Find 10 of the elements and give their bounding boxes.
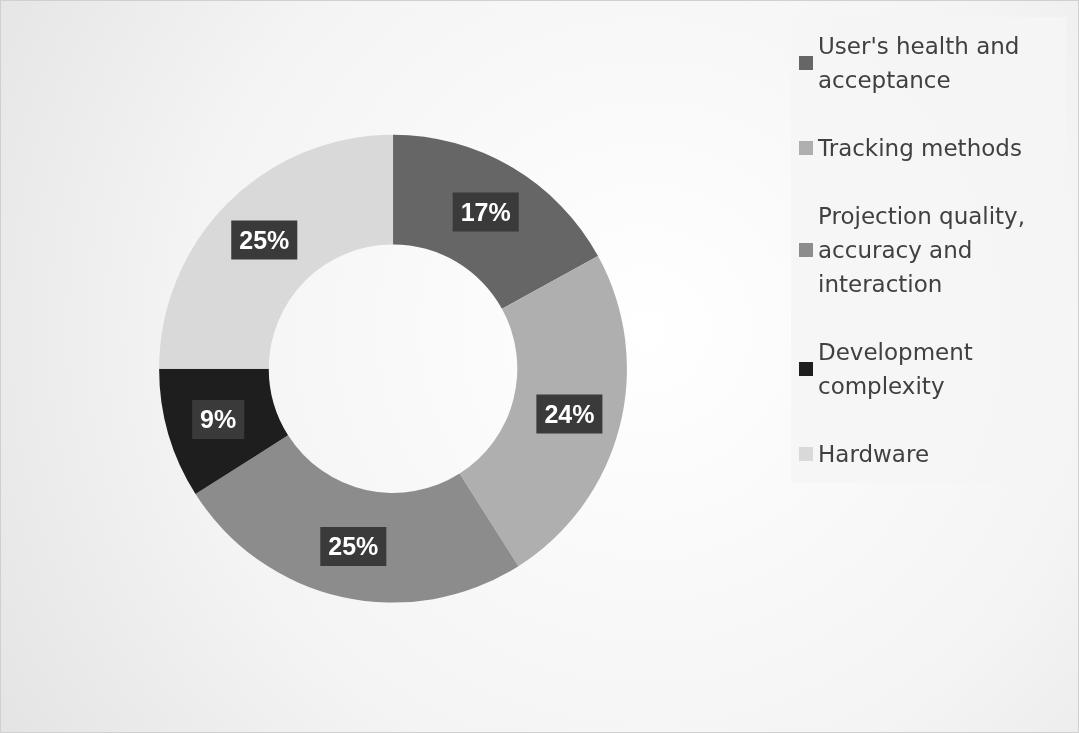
- legend-label: Development complexity: [818, 339, 981, 399]
- data-label: 17%: [460, 197, 511, 226]
- data-label: 25%: [328, 532, 379, 561]
- data-label: 24%: [544, 399, 595, 428]
- data-label: 25%: [239, 225, 290, 254]
- legend-label: Tracking methods: [817, 135, 1022, 161]
- data-label: 9%: [200, 405, 237, 434]
- legend-label: User's health and acceptance: [818, 33, 1027, 93]
- legend-label: Hardware: [818, 441, 930, 467]
- legend-label: Projection quality, accuracy and interaction: [818, 203, 1033, 297]
